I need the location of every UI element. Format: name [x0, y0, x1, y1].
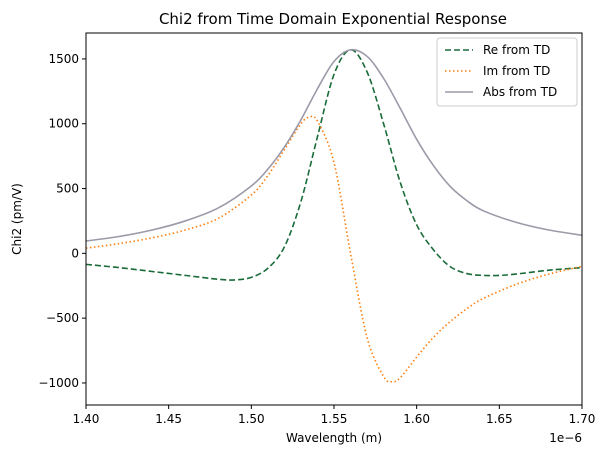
legend: Re from TD Im from TD Abs from TD — [436, 37, 578, 107]
x-tick-label: 1.55 — [321, 412, 348, 426]
legend-label-2: Abs from TD — [483, 85, 557, 99]
x-axis-label: Wavelength (m) — [286, 431, 382, 445]
y-tick-label: 0 — [71, 246, 79, 260]
y-axis: −1000 −500 0 500 1000 1500 — [38, 52, 86, 390]
y-tick-label: −500 — [46, 311, 79, 325]
x-axis: 1.40 1.45 1.50 1.55 1.60 1.65 1.70 — [73, 405, 596, 426]
x-tick-label: 1.60 — [403, 412, 430, 426]
chart-title: Chi2 from Time Domain Exponential Respon… — [159, 10, 507, 28]
series-layer — [85, 48, 583, 383]
y-tick-label: 1500 — [48, 52, 79, 66]
y-tick-label: 500 — [56, 182, 79, 196]
series-line-1 — [85, 115, 583, 383]
x-tick-label: 1.65 — [486, 412, 513, 426]
legend-box — [436, 37, 578, 107]
legend-label-1: Im from TD — [483, 64, 550, 78]
series-line-2 — [85, 48, 583, 242]
x-tick-label: 1.40 — [73, 412, 100, 426]
x-offset-label: 1e−6 — [549, 431, 582, 445]
y-tick-label: 1000 — [48, 117, 79, 131]
x-tick-label: 1.70 — [569, 412, 596, 426]
y-axis-label: Chi2 (pm/V) — [10, 183, 24, 255]
x-tick-label: 1.45 — [155, 412, 182, 426]
y-tick-label: −1000 — [38, 376, 79, 390]
legend-label-0: Re from TD — [483, 43, 550, 57]
x-tick-label: 1.50 — [238, 412, 265, 426]
